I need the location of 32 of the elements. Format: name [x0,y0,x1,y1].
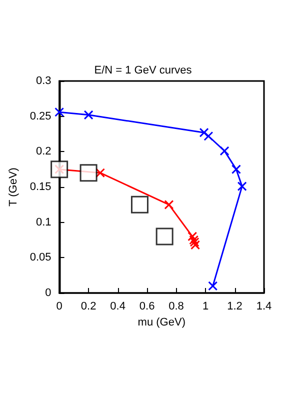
x-tick-label: 0 [56,300,62,312]
x-tick-label: 0.2 [80,300,96,312]
point [80,164,98,182]
y-tick-label: 0 [45,287,52,299]
point [204,131,214,141]
point [164,200,174,210]
y-axis-title: T (GeV) [8,168,20,206]
x-tick-label: 0.6 [139,300,155,312]
y-tick-label: 0.05 [30,252,52,264]
y-tick-label: 0.25 [30,110,52,122]
x-tick-label: 1.4 [256,300,272,312]
x-tick-label: 0.8 [168,300,184,312]
y-tick-label: 0.15 [30,181,52,193]
y-tick-label: 0.2 [36,146,52,158]
point [208,281,218,291]
point [84,110,94,120]
x-axis-title: mu (GeV) [138,316,186,328]
chart-title: E/N = 1 GeV curves [94,64,192,76]
x-tick-label: 0.4 [110,300,126,312]
point [54,107,64,117]
point [130,196,148,214]
point [231,164,241,174]
point [237,182,247,192]
point [95,168,105,178]
x-tick-label: 1.2 [227,300,242,312]
point [50,160,68,178]
y-tick-label: 0.1 [36,216,52,228]
point [199,128,209,138]
y-tick-label: 0.3 [36,75,52,87]
point [156,228,174,246]
x-tick-label: 1 [202,300,209,312]
point [220,146,230,156]
